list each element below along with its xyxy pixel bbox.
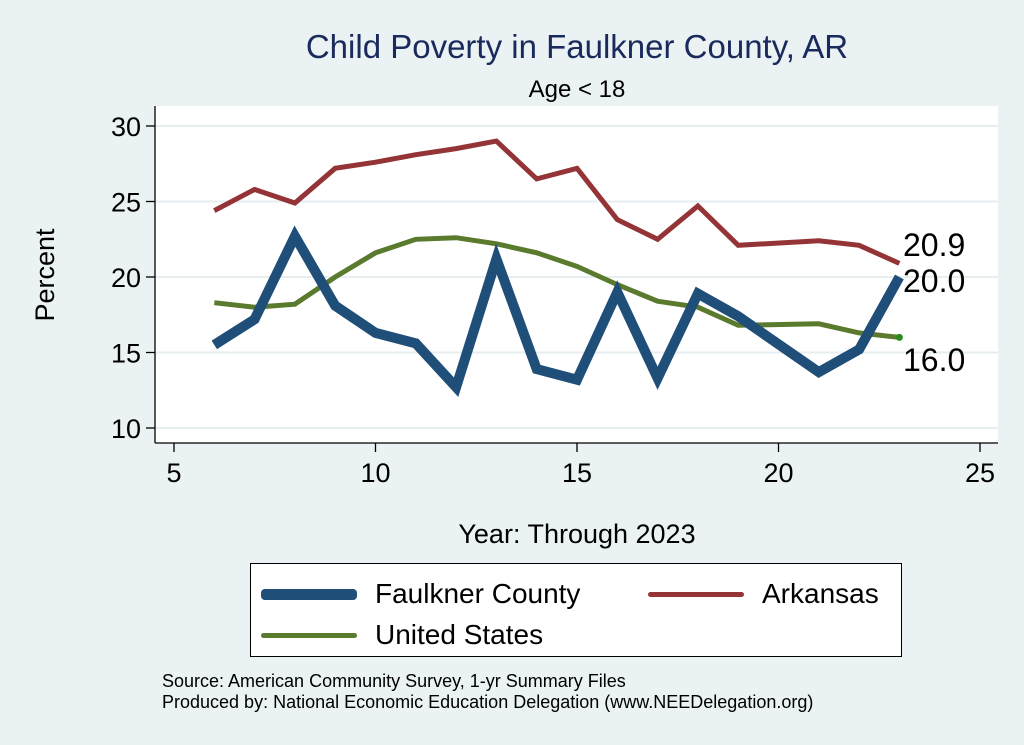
y-tick-label-30: 30: [111, 112, 141, 142]
produced-note: Produced by: National Economic Education…: [162, 692, 814, 712]
legend-item-faulkner-county: Faulkner County: [261, 574, 580, 614]
x-tick-label-15: 15: [562, 458, 592, 488]
chart-title: Child Poverty in Faulkner County, AR: [305, 28, 849, 65]
y-axis-title: Percent: [30, 228, 60, 322]
x-tick-label-25: 25: [965, 458, 995, 488]
y-tick-label-20: 20: [111, 263, 141, 293]
end-label-faulkner-county: 20.0: [903, 263, 965, 299]
legend-label-faulkner-county: Faulkner County: [375, 578, 581, 609]
series-lines: [211, 138, 904, 397]
y-ticks: 10 15 20 25 30: [111, 112, 155, 444]
legend-swatch-united-states: [261, 632, 357, 638]
end-label-united-states: 16.0: [903, 342, 965, 378]
source-note: Source: American Community Survey, 1-yr …: [162, 671, 626, 691]
chart-subtitle: Age < 18: [528, 76, 626, 103]
end-labels: 20.020.9 16.0: [903, 227, 965, 378]
line-chart: 10 15 20 25 30 5 10 15 20 25 20.020.9 16.0 Percen…: [30, 106, 998, 549]
x-axis-title: Year: Through 2023: [458, 519, 695, 549]
legend-label-arkansas: Arkansas: [762, 578, 879, 609]
legend-swatch-faulkner-county: [261, 588, 357, 600]
plot-area: [155, 106, 998, 443]
end-marker-united-states: [895, 333, 903, 341]
x-tick-label-20: 20: [763, 458, 793, 488]
grid-lines: [155, 125, 998, 429]
x-tick-label-5: 5: [166, 458, 181, 488]
legend-item-arkansas: Arkansas: [648, 574, 879, 614]
series-line-arkansas: [213, 138, 901, 266]
legend-label-united-states: United States: [375, 619, 544, 650]
x-ticks: 5 10 15 20 25: [166, 443, 995, 488]
series-line-faulkner-county: [211, 225, 904, 397]
end-label-arkansas: 20.9: [903, 227, 965, 263]
x-tick-label-10: 10: [360, 458, 390, 488]
legend-item-united-states: United States: [261, 615, 543, 655]
legend-swatch-arkansas: [648, 591, 744, 597]
footer: Source: American Community Survey, 1-yr …: [162, 671, 813, 713]
legend: Faulkner County Arkansas United States: [250, 563, 902, 657]
y-tick-label-25: 25: [111, 188, 141, 218]
y-tick-label-15: 15: [111, 339, 141, 369]
y-tick-label-10: 10: [111, 414, 141, 444]
